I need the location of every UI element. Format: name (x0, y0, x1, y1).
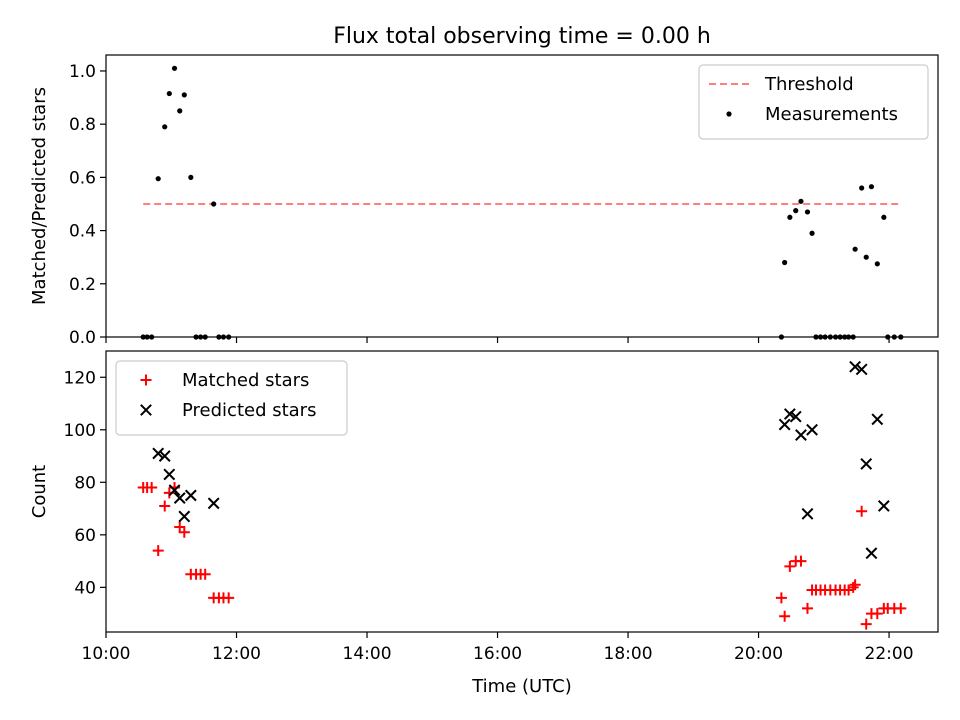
data-point (163, 468, 176, 481)
y-tick-label: 100 (64, 421, 96, 441)
data-point (868, 184, 875, 190)
data-point (184, 489, 197, 502)
data-point (177, 108, 183, 114)
panel-bottom-counts: 40 60 80 100 120 10:00 12:00 14:00 16:00 18:00 20:… (29, 350, 939, 664)
data-point (860, 458, 873, 470)
data-point (784, 560, 796, 572)
data-point (166, 90, 172, 97)
chart-title: Flux total observing time = 0.00 h (333, 24, 711, 49)
data-point (801, 507, 814, 520)
plot-area-1 (140, 65, 904, 340)
data-point (855, 363, 868, 376)
x-axis-label: Time (UTC) (471, 676, 572, 697)
data-point (806, 423, 818, 436)
y-tick-label: 0.0 (69, 328, 96, 348)
data-point (804, 209, 811, 215)
legend-swatch (140, 404, 152, 416)
y-tick-label: 0.2 (69, 275, 96, 295)
data-point (173, 492, 186, 504)
data-point (865, 547, 878, 560)
x-tick-label: 18:00 (604, 644, 653, 664)
x-tick-label: 20:00 (734, 644, 783, 664)
y-tick-label: 1.0 (69, 62, 96, 82)
legend-swatch (140, 374, 152, 386)
data-point (795, 555, 807, 567)
y-axis-label: Matched/Predicted stars (29, 87, 50, 305)
data-point (152, 447, 165, 460)
plot-area-2 (137, 360, 907, 630)
data-point (775, 592, 787, 604)
data-point (847, 581, 859, 593)
x-tick-label: 10:00 (82, 644, 131, 664)
data-point (787, 214, 793, 220)
data-point (159, 500, 171, 512)
data-point (178, 510, 191, 523)
y-tick-label: 40 (74, 578, 96, 598)
y-tick-label: 80 (74, 473, 96, 493)
x-tick-label: 14:00 (343, 644, 392, 664)
panel-top-measurements: 0.0 0.2 0.4 0.6 0.8 1.0 Matched/Predicted star… (29, 54, 939, 348)
data-point (852, 246, 858, 252)
axes-frame (105, 54, 939, 338)
legend: Matched stars Predicted stars (115, 360, 348, 436)
data-point (871, 413, 884, 426)
data-point (871, 608, 883, 620)
series-measurements (140, 65, 904, 340)
data-point (849, 360, 862, 373)
data-point (178, 526, 190, 538)
data-point (881, 214, 887, 220)
legend-label: Predicted stars (182, 400, 316, 421)
legend: Threshold Measurements (698, 64, 929, 140)
x-tick-label: 22:00 (865, 644, 914, 664)
axes-frame (105, 350, 939, 633)
x-tick-label: 12:00 (212, 644, 261, 664)
data-point (809, 230, 815, 236)
data-point (795, 429, 807, 441)
data-point (859, 185, 865, 191)
y-tick-label: 60 (74, 526, 96, 546)
data-point (779, 610, 791, 622)
y-tick-label: 120 (64, 368, 96, 388)
series-predicted-stars (152, 360, 890, 560)
data-point (856, 505, 868, 517)
data-point (877, 500, 890, 512)
data-point (146, 482, 158, 494)
data-point (798, 198, 804, 204)
legend-swatch (726, 111, 732, 117)
data-point (155, 176, 161, 182)
legend-label: Matched stars (182, 370, 309, 391)
data-point (793, 208, 799, 214)
data-point (782, 259, 788, 266)
legend-box (115, 360, 348, 436)
data-point (789, 410, 802, 423)
data-point (849, 579, 861, 591)
x-tick-label: 16:00 (473, 644, 522, 664)
data-point (168, 484, 181, 497)
data-point (162, 124, 168, 130)
data-point (158, 450, 171, 462)
data-point (874, 261, 880, 267)
data-point (863, 254, 869, 260)
data-point (895, 602, 907, 614)
data-point (211, 201, 217, 207)
data-point (860, 618, 872, 630)
data-point (181, 92, 187, 98)
data-point (783, 408, 796, 420)
data-point (199, 568, 211, 580)
data-point (223, 592, 235, 604)
y-tick-label: 0.6 (69, 168, 96, 188)
data-point (188, 174, 194, 180)
legend-label: Threshold (764, 74, 854, 95)
data-point (778, 418, 791, 431)
y-tick-label: 0.4 (69, 222, 96, 242)
legend-label: Measurements (765, 104, 898, 125)
y-tick-label: 0.8 (69, 115, 96, 135)
y-axis-label: Count (29, 465, 50, 518)
data-point (152, 545, 164, 557)
data-point (171, 65, 178, 71)
legend-box (698, 64, 929, 140)
data-point (801, 602, 813, 614)
data-point (207, 497, 220, 510)
